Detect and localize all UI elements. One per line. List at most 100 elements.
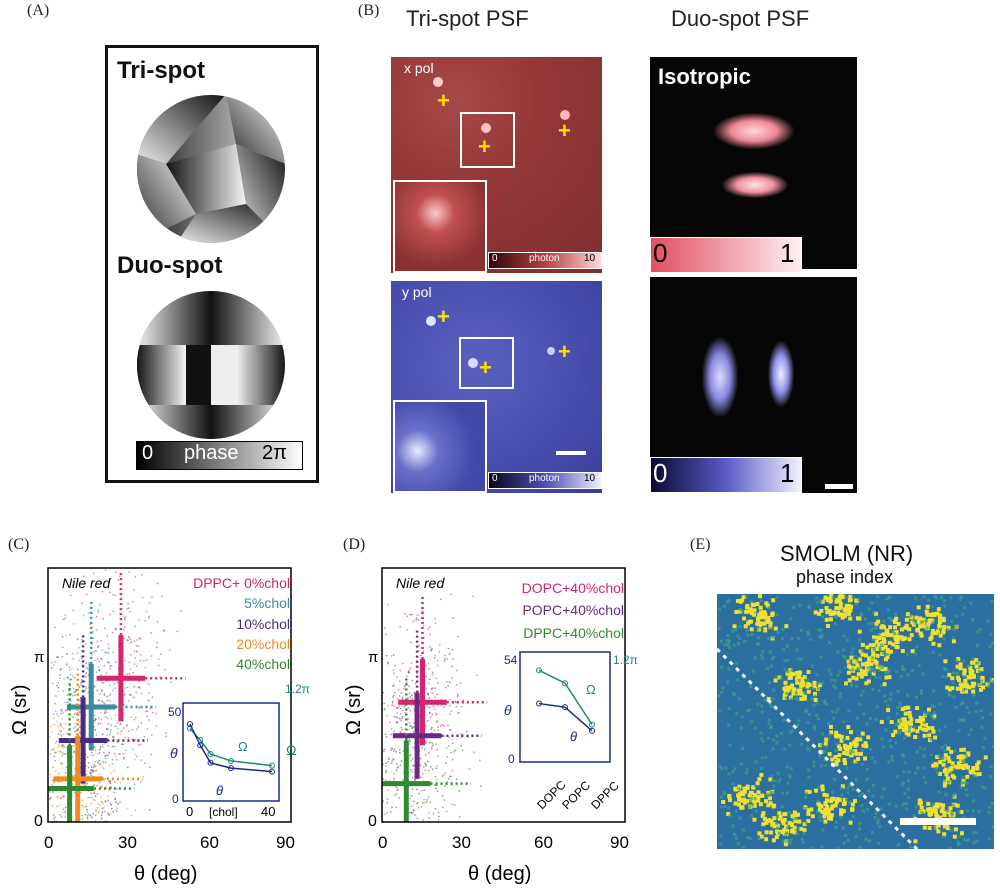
scatter-point bbox=[461, 749, 464, 752]
phase-pixel bbox=[978, 627, 982, 631]
scatter-point bbox=[107, 723, 110, 725]
phase-pixel bbox=[926, 707, 931, 712]
phase-pixel bbox=[873, 816, 877, 820]
phase-pixel bbox=[965, 765, 970, 770]
phase-pixel bbox=[817, 681, 821, 685]
phase-pixel bbox=[807, 606, 811, 610]
phase-pixel bbox=[818, 635, 822, 639]
scatter-point bbox=[390, 762, 393, 765]
scatter-point bbox=[448, 681, 451, 684]
isotropic-label: Isotropic bbox=[658, 64, 751, 89]
scatter-point bbox=[453, 804, 456, 807]
scatter-point bbox=[447, 744, 450, 747]
scatter-point bbox=[428, 668, 431, 670]
scatter-point bbox=[136, 639, 139, 641]
phase-pixel bbox=[865, 645, 870, 650]
phase-pixel bbox=[815, 713, 819, 717]
phase-pixel bbox=[867, 607, 871, 611]
phase-pixel bbox=[760, 813, 765, 818]
phase-pixel bbox=[806, 630, 810, 634]
phase-pixel bbox=[797, 827, 801, 831]
phase-pixel bbox=[922, 766, 926, 770]
scatter-point bbox=[85, 672, 88, 674]
scatter-point bbox=[53, 781, 56, 784]
scatter-point bbox=[123, 694, 126, 697]
phase-pixel bbox=[783, 680, 788, 685]
scatter-point bbox=[104, 754, 107, 757]
phase-pixel bbox=[961, 718, 965, 722]
phase-pixel bbox=[765, 818, 770, 823]
scatter-point bbox=[107, 744, 110, 747]
phase-pixel bbox=[717, 626, 721, 630]
phase-pixel bbox=[849, 749, 853, 753]
scatter-point bbox=[427, 811, 430, 814]
scatter-point bbox=[108, 591, 111, 594]
phase-pixel bbox=[871, 687, 875, 691]
phase-pixel bbox=[766, 666, 770, 670]
phase-pixel bbox=[788, 671, 793, 676]
scatter-point bbox=[98, 764, 101, 766]
scatter-point bbox=[412, 808, 415, 811]
scatter-point bbox=[407, 717, 410, 720]
scatter-point bbox=[412, 731, 415, 733]
phase-pixel bbox=[880, 737, 884, 741]
scatter-point bbox=[93, 714, 96, 717]
phase-pixel bbox=[915, 718, 920, 723]
phase-pixel bbox=[788, 810, 792, 814]
scatter-point bbox=[444, 772, 447, 775]
phase-pixel bbox=[809, 637, 813, 641]
inset-c-omega-label: Ω bbox=[238, 739, 248, 754]
scatter-point bbox=[71, 756, 74, 759]
scatter-point bbox=[391, 704, 394, 706]
scatter-point bbox=[442, 774, 445, 777]
phase-pixel bbox=[745, 603, 750, 608]
phase-pixel bbox=[846, 659, 851, 664]
scatter-point bbox=[384, 764, 387, 767]
phase-pixel bbox=[829, 813, 834, 818]
scatter-point bbox=[93, 792, 96, 795]
phase-pixel bbox=[805, 708, 809, 712]
phase-pixel bbox=[781, 821, 786, 826]
phase-pixel bbox=[943, 767, 948, 772]
phase-pixel bbox=[904, 807, 908, 811]
scatter-point bbox=[95, 785, 98, 787]
phase-pixel bbox=[889, 617, 893, 621]
scatter-point bbox=[51, 779, 54, 782]
scatter-point bbox=[138, 687, 141, 689]
phase-pixel bbox=[816, 611, 821, 616]
scatter-point bbox=[61, 744, 64, 747]
y-pol-photon-min: 0 bbox=[492, 473, 498, 484]
scatter-point bbox=[392, 654, 395, 656]
scatter-point bbox=[403, 705, 406, 708]
phase-pixel bbox=[807, 775, 811, 779]
scatter-point bbox=[101, 700, 103, 703]
scatter-point bbox=[410, 811, 413, 814]
scatter-point bbox=[386, 798, 389, 801]
scatter-point bbox=[413, 814, 416, 816]
phase-pixel bbox=[725, 639, 729, 643]
phase-pixel bbox=[822, 792, 827, 797]
phase-pixel bbox=[946, 809, 950, 813]
scatter-point bbox=[119, 801, 121, 804]
scatter-point bbox=[392, 694, 395, 697]
phase-pixel bbox=[792, 606, 796, 610]
phase-pixel bbox=[806, 746, 810, 750]
scatter-point bbox=[453, 750, 455, 753]
scatter-point bbox=[116, 807, 119, 810]
scatter-point bbox=[443, 724, 446, 727]
scatter-point bbox=[416, 788, 418, 791]
phase-pixel bbox=[797, 819, 802, 824]
scatter-point bbox=[431, 588, 434, 590]
phase-pixel bbox=[773, 626, 778, 631]
phase-pixel bbox=[760, 656, 764, 660]
phase-pixel bbox=[864, 837, 868, 841]
phase-pixel bbox=[794, 691, 798, 695]
phase-pixel bbox=[830, 678, 834, 682]
phase-pixel bbox=[822, 750, 826, 754]
scatter-point bbox=[135, 644, 138, 647]
scatter-point bbox=[113, 791, 116, 794]
scatter-point bbox=[430, 731, 433, 734]
phase-pixel bbox=[785, 791, 789, 795]
scatter-point bbox=[119, 723, 122, 726]
scatter-point bbox=[409, 709, 412, 712]
